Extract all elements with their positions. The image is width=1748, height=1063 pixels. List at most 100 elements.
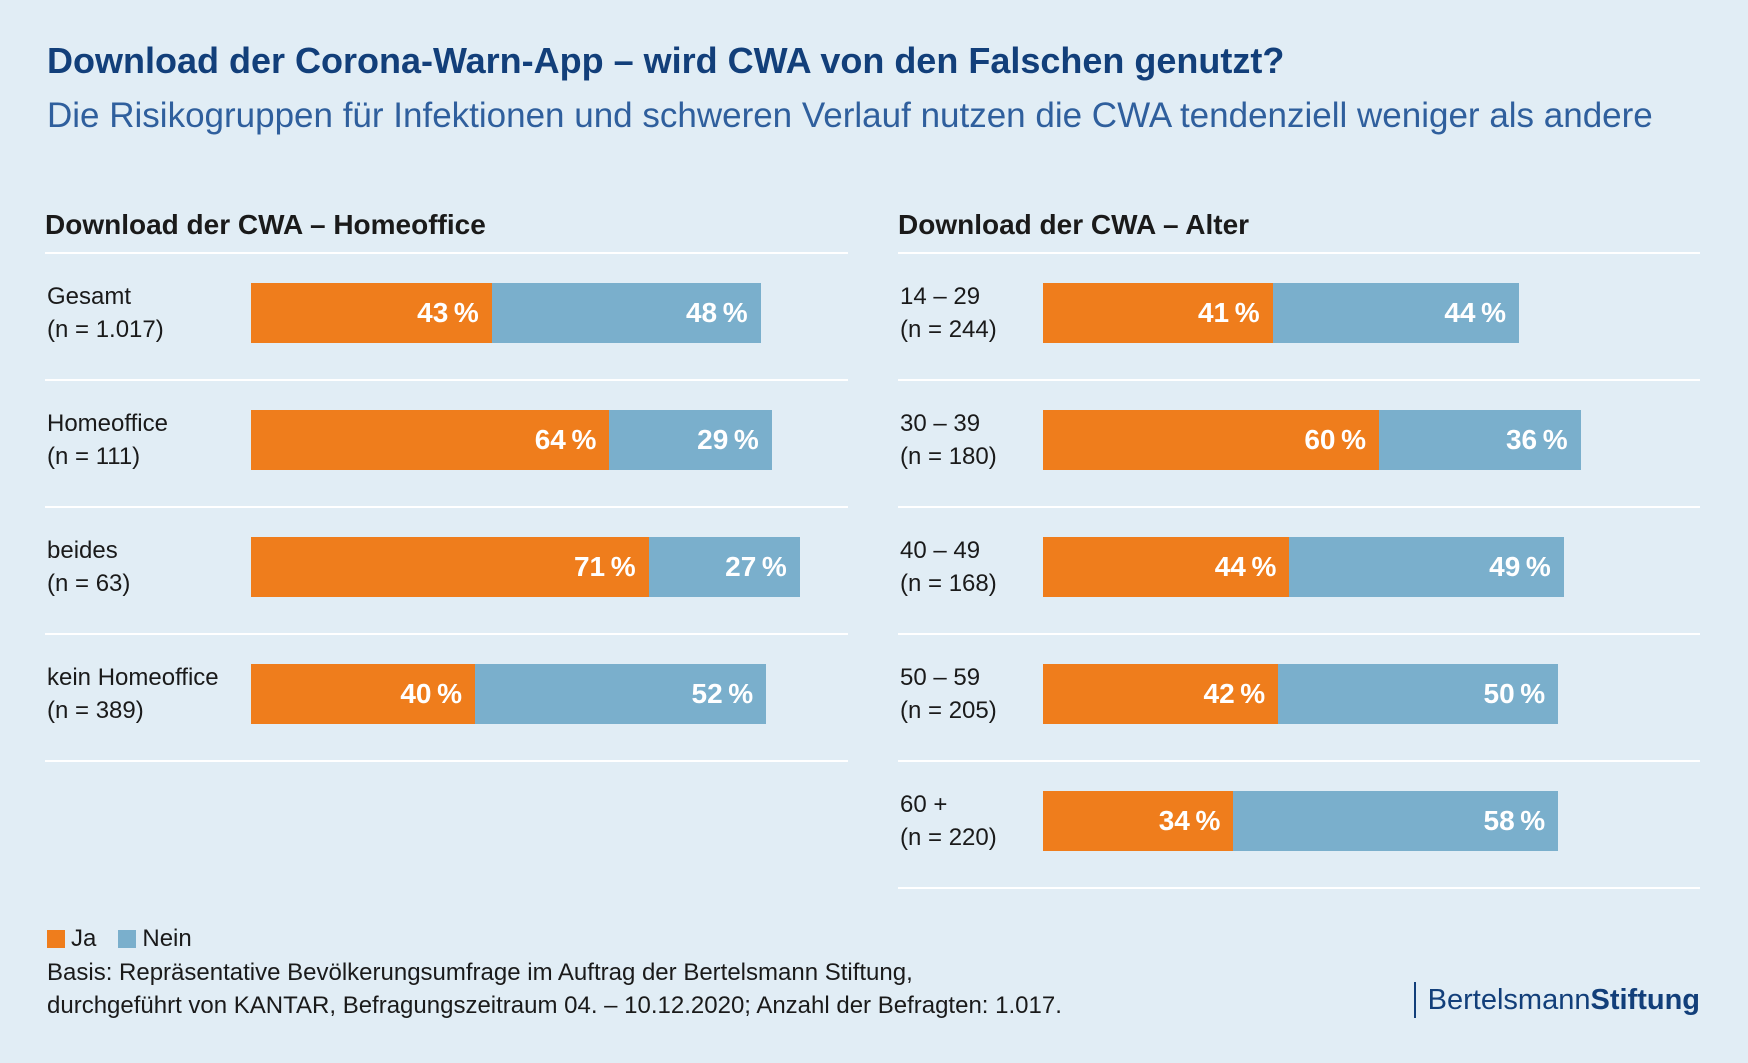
table-row: Gesamt (n = 1.017) 43 % 48 %	[45, 254, 848, 381]
stacked-bar: 42 % 50 %	[1043, 664, 1559, 724]
bar-segment-nein: 50 %	[1278, 664, 1559, 724]
data-label: 27 %	[725, 551, 787, 582]
source-note-line1: Basis: Repräsentative Bevölkerungsumfrag…	[47, 959, 913, 986]
legend-item-ja: Ja	[47, 925, 96, 953]
legend-label-ja: Ja	[71, 925, 97, 952]
data-label: 42 %	[1203, 678, 1266, 709]
table-row: 30 – 39 (n = 180) 60 % 36 %	[898, 381, 1700, 508]
category-sample-size: (n = 389)	[47, 697, 144, 724]
category-name: beides	[47, 537, 118, 564]
divider	[45, 252, 848, 254]
bar-segment-ja: 44 %	[1043, 537, 1290, 597]
bar-segment-nein: 29 %	[609, 410, 772, 470]
category-name: 50 – 59	[900, 664, 981, 691]
chart-title-homeoffice: Download der CWA – Homeoffice	[45, 209, 486, 240]
stacked-bar: 71 % 27 %	[251, 537, 800, 597]
category-label: 60 + (n = 220)	[900, 788, 997, 854]
bar-segment-nein: 48 %	[491, 283, 761, 343]
legend-swatch-ja	[47, 930, 65, 948]
stacked-bar: 34 % 58 %	[1043, 791, 1559, 851]
bertelsmann-logo: BertelsmannStiftung	[1413, 982, 1700, 1018]
data-label: 48 %	[685, 297, 748, 328]
category-sample-size: (n = 63)	[47, 570, 131, 597]
category-name: kein Homeoffice	[47, 664, 219, 691]
bar-segment-ja: 42 %	[1043, 664, 1279, 724]
category-label: 30 – 39 (n = 180)	[900, 407, 997, 473]
bar-segment-nein: 44 %	[1272, 283, 1519, 343]
category-sample-size: (n = 180)	[900, 443, 997, 470]
logo-part1: Bertelsmann	[1427, 984, 1591, 1016]
legend-label-nein: Nein	[142, 925, 192, 952]
chart-panel-alter: Download der CWA – Alter 14 – 29 (n = 244…	[898, 208, 1700, 889]
data-label: 36 %	[1505, 424, 1568, 455]
bar-segment-ja: 41 %	[1043, 283, 1273, 343]
category-sample-size: (n = 111)	[47, 443, 141, 470]
bar-segment-ja: 71 %	[251, 537, 649, 597]
bar-segment-ja: 43 %	[251, 283, 492, 343]
bar-segment-ja: 60 %	[1043, 410, 1379, 470]
chart-panel-homeoffice: Download der CWA – Homeoffice Gesamt (n =…	[45, 208, 848, 762]
category-label: beides (n = 63)	[47, 534, 130, 600]
data-label: 58 %	[1483, 805, 1546, 836]
data-label: 41 %	[1197, 297, 1260, 328]
category-sample-size: (n = 1.017)	[47, 316, 164, 343]
stacked-bar: 41 % 44 %	[1043, 283, 1519, 343]
table-row: 60 + (n = 220) 34 % 58 %	[898, 762, 1700, 889]
data-label: 52 %	[691, 678, 754, 709]
category-sample-size: (n = 244)	[900, 316, 997, 343]
data-label: 29 %	[697, 424, 759, 455]
page-subtitle: Die Risikogruppen für Infektionen und sc…	[47, 96, 1653, 135]
page-title: Download der Corona-Warn-App – wird CWA …	[47, 40, 1285, 81]
category-sample-size: (n = 168)	[900, 570, 997, 597]
divider	[898, 252, 1700, 254]
legend-item-nein: Nein	[118, 925, 192, 953]
category-label: Homeoffice (n = 111)	[47, 407, 168, 473]
data-label: 34 %	[1158, 805, 1221, 836]
data-label: 50 %	[1483, 678, 1546, 709]
bar-segment-nein: 27 %	[648, 537, 800, 597]
table-row: kein Homeoffice (n = 389) 40 % 52 %	[45, 635, 848, 762]
category-label: 14 – 29 (n = 244)	[900, 280, 997, 346]
logo-part2: Stiftung	[1590, 984, 1700, 1016]
bar-segment-nein: 58 %	[1233, 791, 1559, 851]
source-note-line2: durchgeführt von KANTAR, Befragungszeitr…	[47, 992, 1062, 1019]
category-name: 60 +	[900, 791, 948, 818]
table-row: 14 – 29 (n = 244) 41 % 44 %	[898, 254, 1700, 381]
category-name: 14 – 29	[900, 283, 981, 310]
bar-segment-ja: 64 %	[251, 410, 610, 470]
data-label: 60 %	[1304, 424, 1366, 455]
data-label: 44 %	[1444, 297, 1506, 328]
chart-title-alter: Download der CWA – Alter	[898, 209, 1250, 240]
data-label: 40 %	[400, 678, 462, 709]
category-name: Homeoffice	[47, 410, 168, 437]
source-note: Basis: Repräsentative Bevölkerungsumfrag…	[47, 956, 1062, 1022]
data-label: 44 %	[1214, 551, 1277, 582]
table-row: 40 – 49 (n = 168) 44 % 49 %	[898, 508, 1700, 635]
bar-segment-nein: 52 %	[475, 664, 767, 724]
category-sample-size: (n = 220)	[900, 824, 997, 851]
category-label: kein Homeoffice (n = 389)	[47, 661, 219, 727]
stacked-bar: 43 % 48 %	[251, 283, 761, 343]
category-label: 40 – 49 (n = 168)	[900, 534, 997, 600]
category-sample-size: (n = 205)	[900, 697, 997, 724]
data-label: 64 %	[534, 424, 597, 455]
table-row: 50 – 59 (n = 205) 42 % 50 %	[898, 635, 1700, 762]
data-label: 71 %	[573, 551, 636, 582]
chart-rows-alter: 14 – 29 (n = 244) 41 % 44 % 30 – 39 (n = 180)…	[898, 254, 1700, 889]
chart-rows-homeoffice: Gesamt (n = 1.017) 43 % 48 % Homeoffice (n = …	[45, 254, 848, 762]
table-row: Homeoffice (n = 111) 64 % 29 %	[45, 381, 848, 508]
legend-swatch-nein	[118, 930, 137, 948]
bar-segment-nein: 49 %	[1289, 537, 1564, 597]
data-label: 49 %	[1489, 551, 1551, 582]
category-name: Gesamt	[47, 283, 132, 310]
stacked-bar: 64 % 29 %	[251, 410, 772, 470]
category-label: 50 – 59 (n = 205)	[900, 661, 997, 727]
stacked-bar: 40 % 52 %	[251, 664, 767, 724]
chart-legend: Ja Nein	[47, 925, 214, 953]
bar-segment-nein: 36 %	[1379, 410, 1581, 470]
category-name: 40 – 49	[900, 537, 981, 564]
stacked-bar: 44 % 49 %	[1043, 537, 1564, 597]
bar-segment-ja: 34 %	[1043, 791, 1234, 851]
category-label: Gesamt (n = 1.017)	[47, 280, 164, 346]
table-row: beides (n = 63) 71 % 27 %	[45, 508, 848, 635]
